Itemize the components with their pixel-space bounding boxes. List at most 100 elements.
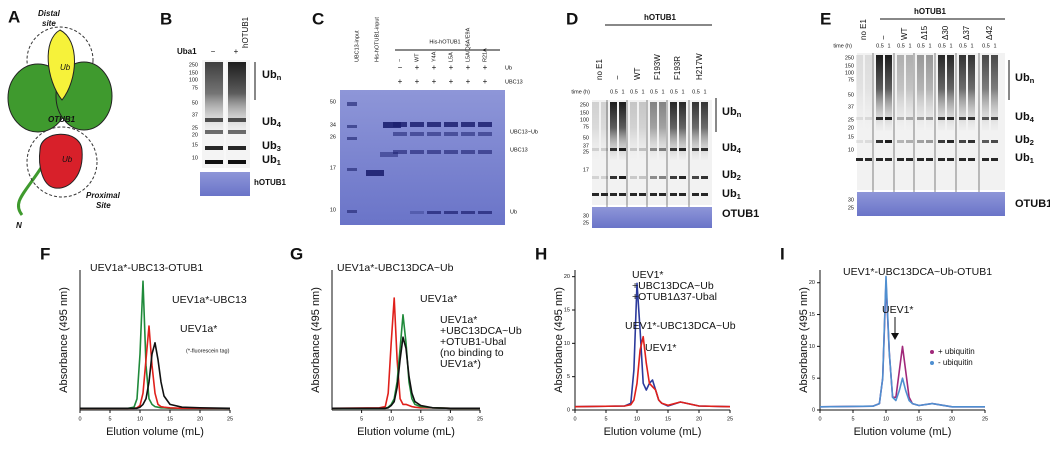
gel-smear [692,102,699,160]
schematic-label: Ub [62,155,73,164]
marker-label: 50 [583,135,589,141]
schematic-a [7,26,113,216]
y-axis-label: Absorbance (495 nm) [310,287,322,393]
x-axis-label: Elution volume (mL) [604,426,702,438]
marker-label: 250 [580,102,589,108]
time-value: 0.5 [670,89,678,95]
marker-label: 20 [192,132,198,138]
schematic-label: Proximal [86,191,121,200]
gel-smear [906,55,913,131]
row-mark: + [449,77,454,86]
gel-smear [926,55,933,131]
time-value: 1 [993,43,996,49]
strip-label: hOTUB1 [254,178,287,187]
x-tick-label: 15 [418,416,424,422]
panel-letter: B [160,9,172,28]
marker-label: 100 [580,117,589,123]
panel-letter: I [780,244,785,263]
gel-band [926,140,933,143]
gel-band [601,176,608,179]
row-mark: + [466,77,471,86]
band-label-sub: 1 [277,158,282,167]
marker-label: 150 [189,70,198,76]
lane-label: − [879,35,888,40]
row-mark: + [466,63,471,72]
gel-band [959,117,966,120]
band-label-sub: 1 [1030,156,1035,165]
gel-band [619,148,626,151]
gel-band [947,117,954,120]
gel-band [205,160,223,164]
gel-band [917,140,924,143]
gel-smear [610,102,617,160]
trace [574,335,731,408]
panel-letter: D [566,9,578,28]
marker-label: 150 [580,110,589,116]
lane-label: Δ37 [962,25,971,40]
gel-band [865,140,872,143]
gel-band [917,158,924,161]
row-mark: + [449,63,454,72]
gel-smear [670,102,677,160]
annotation: UEV1*-UBC13DCA~Ub [625,320,736,332]
y-tick-label: 5 [567,374,570,380]
schematic-label: site [42,19,56,28]
gel-band [630,176,637,179]
gel-band [639,148,646,151]
gel-band [968,158,975,161]
lane-label: no E1 [595,59,604,80]
gel-band [692,193,699,196]
marker-label: 100 [189,77,198,83]
gel-band [938,117,945,120]
gel-band [865,117,872,120]
marker-label: 25 [848,117,854,123]
gel-band [393,122,407,127]
x-tick-label: 20 [197,416,203,422]
marker-label: 100 [845,70,854,76]
gel-band [701,148,708,151]
time-value: 1 [641,89,644,95]
gel-band [347,137,357,140]
gel-band [410,132,424,136]
gel-band [610,148,617,151]
gel-band [228,160,246,164]
gel-band [865,158,872,161]
lane-label: − [397,59,403,62]
time-value: 0.5 [959,43,967,49]
gel-band [383,122,401,128]
marker-label: 50 [192,100,198,106]
marker-label: 37 [192,112,198,118]
gel-band [444,122,458,127]
gel-band [427,122,441,127]
band-label-sub: 2 [1030,138,1034,147]
gel-band [347,168,357,171]
gel [200,172,250,196]
annotation: (no binding to [440,347,504,359]
gel-band [347,210,357,213]
annotation: +OTUB1Δ37-Ubal [632,291,717,303]
time-value: 1 [908,43,911,49]
gel-smear [947,55,954,131]
x-tick-label: 20 [447,416,453,422]
gel-band [478,150,492,154]
band-label-main: Ub [1015,134,1030,146]
gel-smear [982,55,989,131]
gel-band [228,146,246,150]
lane-label: Y4A [431,51,437,62]
gel-band [393,150,407,154]
lane-label: R21A [482,48,488,62]
marker-label: 50 [330,99,336,105]
lane-header: hOTUB1 [914,7,947,16]
lane-label: UBC13-input [354,30,360,62]
time-value: 1 [681,89,684,95]
gel-smear [959,55,966,131]
gel-band [906,158,913,161]
gel-band [856,117,863,120]
band-label-main: Ub [722,106,737,118]
x-tick-label: 5 [108,416,111,422]
x-tick-label: 5 [604,416,607,422]
marker-label: 26 [330,134,336,140]
y-tick-label: 20 [809,280,815,286]
trace [819,281,985,408]
gel-band [410,211,424,214]
